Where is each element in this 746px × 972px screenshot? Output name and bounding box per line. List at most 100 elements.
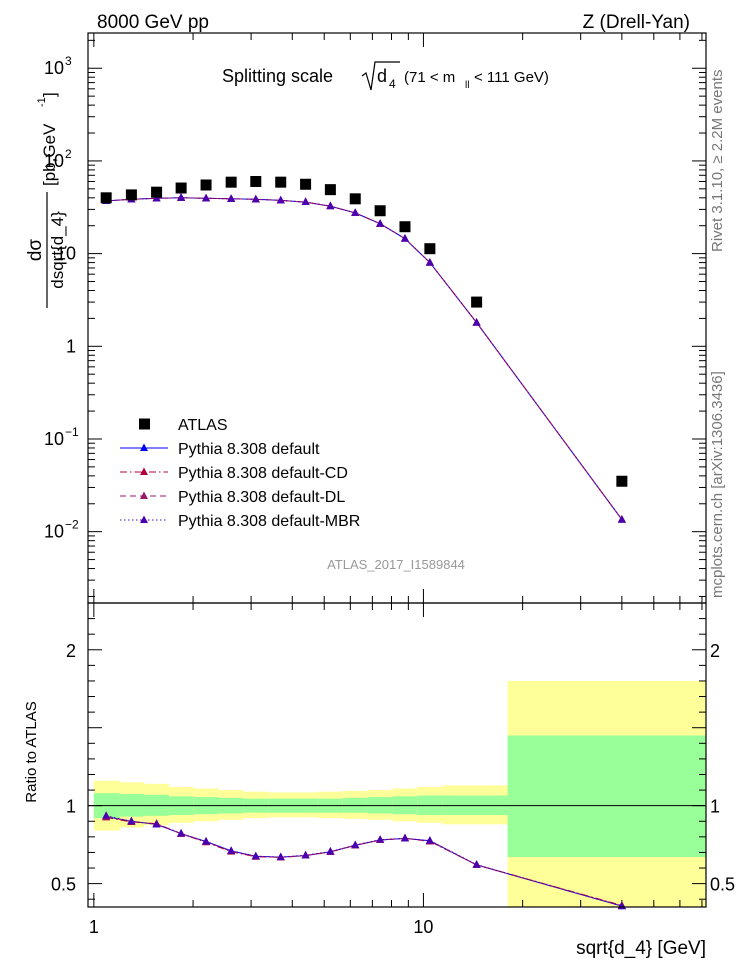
atlas-data-point: [275, 176, 287, 188]
ratio-y-tick-label: 2: [66, 641, 76, 661]
model-marker-4: [227, 194, 236, 202]
main-model-curves: [102, 193, 626, 523]
ratio-marker-3: [202, 837, 211, 845]
title-main: Splitting scale: [222, 66, 333, 86]
atlas-data-point: [616, 475, 628, 487]
main-y-tick-label: 10: [44, 429, 64, 449]
main-y-tick-exponent: −2: [65, 518, 79, 532]
ratio-marker-3: [400, 833, 409, 842]
atlas-data-point: [151, 186, 163, 198]
title-range-sub: ll: [465, 80, 469, 91]
model-marker-4: [425, 258, 434, 266]
atlas-data-point: [125, 189, 137, 201]
legend-atlas-marker: [139, 418, 150, 430]
header-right: Z (Drell-Yan): [583, 12, 690, 33]
atlas-data-point: [399, 221, 411, 233]
main-y-tick-label: 10: [44, 522, 64, 542]
ratio-marker-3: [351, 840, 360, 848]
atlas-data-point: [200, 179, 212, 191]
ratio-curve-3: [106, 815, 623, 907]
legend-marker-4: [140, 515, 148, 523]
ratio-x-tick-label: 1: [89, 917, 99, 937]
main-y-tick-exponent: 2: [65, 147, 72, 161]
main-title: Splitting scale d 4 (71 < m ll < 111 GeV…: [222, 61, 549, 91]
model-marker-4: [400, 234, 409, 242]
sqrt-sign-icon: [361, 61, 400, 91]
legend-label-2: Pythia 8.308 default-CD: [178, 465, 348, 482]
atlas-data-point: [424, 243, 436, 255]
ratio-marker-3: [276, 852, 285, 861]
model-marker-4: [472, 318, 481, 326]
ratio-y-tick-label-right: 0.5: [710, 875, 735, 895]
ratio-y-tick-label-right: 1: [710, 797, 720, 817]
legend-label-0: ATLAS: [178, 417, 228, 434]
legend-marker-2: [140, 467, 148, 475]
title-root-sub: 4: [389, 77, 396, 91]
ratio-axis-ticks: 1 10 0.5 0.5 1 1 2 2: [51, 603, 735, 937]
model-marker-4: [617, 515, 626, 523]
legend: ATLAS Pythia 8.308 default Pythia 8.308 de…: [120, 417, 360, 530]
mcplots-label: mcplots.cern.ch [arXiv:1306.3436]: [709, 371, 726, 598]
ratio-plot-panel: 1 10 0.5 0.5 1 1 2 2 Ratio to ATLAS sqrt{d_4} […: [23, 602, 735, 959]
ratio-y-tick-label: 1: [66, 797, 76, 817]
model-marker-4: [326, 201, 335, 210]
model-marker-4: [376, 219, 385, 227]
legend-label-4: Pythia 8.308 default-MBR: [178, 513, 360, 530]
ratio-marker-3: [251, 851, 260, 860]
main-data-points: [100, 175, 628, 487]
ratio-marker-3: [227, 846, 236, 854]
ratio-plot-frame: [87, 602, 707, 908]
main-y-tick-label: 10: [56, 244, 76, 264]
main-y-tick-exponent: 3: [65, 54, 72, 68]
title-range-b: < 111 GeV): [474, 69, 549, 86]
ratio-marker-3: [177, 828, 186, 837]
legend-marker-1: [140, 443, 148, 451]
legend-marker-3: [140, 491, 148, 499]
ratio-marker-3: [301, 850, 310, 859]
legend-label-1: Pythia 8.308 default: [178, 441, 320, 458]
model-marker-4: [301, 197, 310, 206]
atlas-data-point: [175, 182, 187, 194]
header-left: 8000 GeV pp: [97, 12, 209, 33]
ratio-marker-3: [376, 835, 385, 843]
atlas-data-point: [374, 205, 386, 217]
ratio-y-tick-label: 0.5: [51, 875, 76, 895]
main-ylabel: dσ dsqrt{d_4} [pb,GeV -1 ]: [25, 92, 67, 308]
model-marker-4: [202, 193, 211, 202]
ratio-marker-3: [472, 860, 481, 868]
ylabel-denominator: dsqrt{d_4}: [48, 211, 67, 289]
ylabel-unit-sup: -1: [36, 97, 48, 107]
ratio-ylabel: Ratio to ATLAS: [23, 701, 40, 802]
ratio-uncertainty-bands: [88, 680, 706, 907]
ratio-model-curves: [102, 811, 626, 910]
main-y-tick-label: 10: [44, 58, 64, 78]
main-y-tick-exponent: −1: [65, 425, 79, 439]
ratio-xlabel: sqrt{d_4} [GeV]: [576, 938, 706, 959]
atlas-data-point: [324, 184, 336, 196]
ratio-marker-3: [102, 811, 111, 819]
rivet-label: Rivet 3.1.10, ≥ 2.2M events: [709, 70, 726, 253]
analysis-watermark: ATLAS_2017_I1589844: [327, 557, 465, 572]
atlas-data-point: [349, 193, 361, 205]
main-curve-3: [106, 197, 623, 520]
model-marker-4: [177, 193, 186, 201]
ratio-marker-3: [152, 819, 161, 828]
main-y-tick-label: 10: [44, 151, 64, 171]
ratio-marker-3: [127, 816, 136, 825]
ratio-marker-3: [425, 836, 434, 844]
title-root: d: [377, 66, 387, 86]
ylabel-numerator: dσ: [25, 239, 46, 262]
ratio-marker-3: [326, 847, 335, 855]
model-marker-4: [351, 208, 360, 216]
model-marker-4: [251, 194, 260, 203]
atlas-data-point: [225, 176, 237, 188]
atlas-data-point: [250, 175, 262, 187]
atlas-data-point: [100, 192, 112, 204]
ylabel-unit-end: ]: [40, 92, 59, 97]
atlas-data-point: [300, 178, 312, 190]
main-y-tick-label: 1: [66, 336, 76, 356]
ratio-y-tick-label-right: 2: [710, 641, 720, 661]
